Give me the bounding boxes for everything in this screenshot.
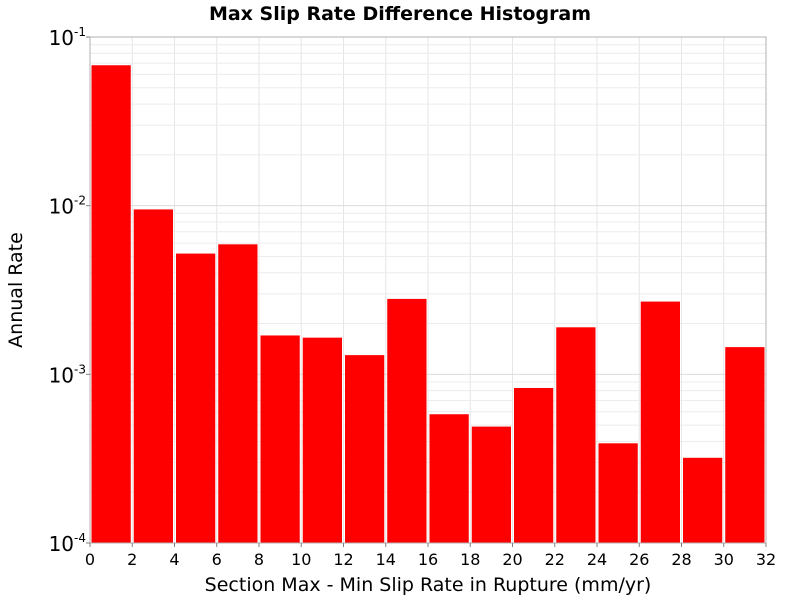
x-tick-label: 14 (376, 550, 396, 569)
histogram-bar-6 (345, 355, 385, 543)
x-tick-label: 22 (545, 550, 565, 569)
x-tick-label: 10 (291, 550, 311, 569)
x-tick-label: 0 (85, 550, 95, 569)
histogram-bar-5 (302, 337, 342, 543)
histogram-bar-1 (133, 209, 173, 543)
histogram-bar-4 (260, 335, 300, 543)
x-tick-label: 2 (127, 550, 137, 569)
y-axis: 10-4 10-3 10-2 10-1 (49, 25, 90, 556)
histogram-bar-13 (640, 301, 680, 543)
x-tick-label: 20 (502, 550, 522, 569)
histogram-bar-10 (514, 387, 554, 543)
x-tick-label: 8 (254, 550, 264, 569)
x-axis: 0 2 4 6 8 10 12 14 16 18 20 22 24 26 28 30 32 (85, 543, 776, 569)
x-tick-label: 26 (629, 550, 649, 569)
x-tick-label: 18 (460, 550, 480, 569)
x-tick-label: 6 (212, 550, 222, 569)
histogram-bar-0 (91, 65, 131, 544)
histogram-bar-7 (387, 298, 427, 543)
y-tick-label: 10-3 (49, 362, 86, 387)
histogram-bar-11 (556, 327, 596, 543)
x-axis-label: Section Max - Min Slip Rate in Rupture (… (205, 574, 652, 596)
histogram-bar-14 (683, 457, 723, 543)
x-tick-label: 32 (756, 550, 776, 569)
histogram-bar-9 (471, 426, 511, 543)
x-tick-label: 12 (333, 550, 353, 569)
histogram-bar-3 (218, 244, 258, 544)
y-tick-label: 10-2 (49, 194, 86, 219)
x-tick-label: 16 (418, 550, 438, 569)
x-tick-label: 24 (587, 550, 607, 569)
x-tick-label: 30 (714, 550, 734, 569)
chart-title: Max Slip Rate Difference Histogram (209, 3, 591, 25)
y-tick-label: 10-1 (49, 25, 86, 50)
bars-group (91, 65, 765, 544)
x-tick-label: 4 (169, 550, 179, 569)
histogram-bar-15 (725, 347, 765, 543)
x-tick-label: 28 (671, 550, 691, 569)
histogram-bar-8 (429, 414, 469, 543)
histogram-bar-12 (598, 443, 638, 543)
histogram-bar-2 (176, 253, 216, 543)
y-axis-label: Annual Rate (5, 232, 27, 348)
y-tick-label: 10-4 (49, 531, 86, 556)
